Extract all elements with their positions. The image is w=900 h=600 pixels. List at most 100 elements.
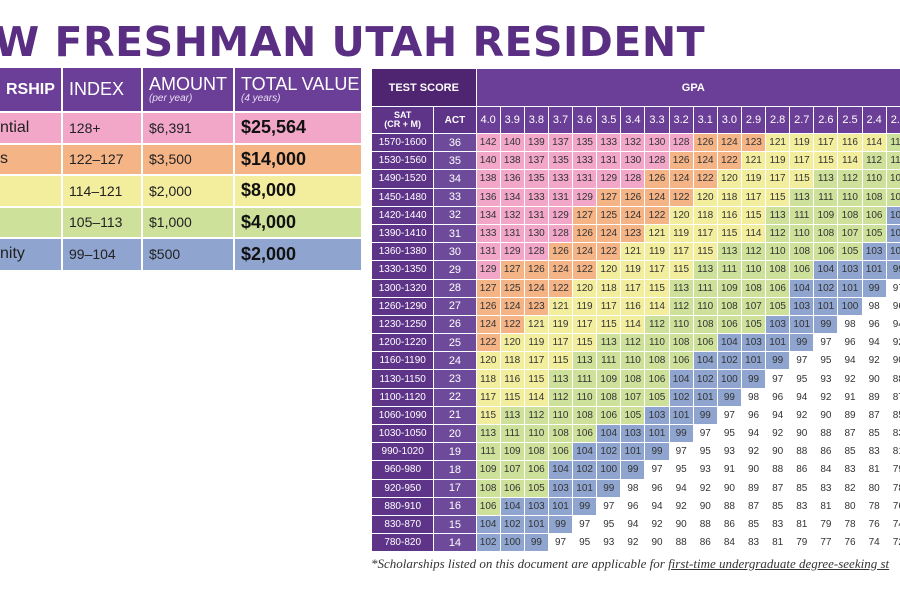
index-cell: 101 bbox=[692, 387, 718, 407]
index-cell: 87 bbox=[861, 405, 887, 426]
index-cell: 87 bbox=[740, 496, 767, 516]
index-cell: 74 bbox=[885, 514, 900, 535]
index-cell: 131 bbox=[475, 242, 501, 262]
index-cell: 92 bbox=[813, 387, 839, 407]
index-cell: 96 bbox=[861, 314, 887, 335]
index-cell: 90 bbox=[789, 423, 815, 444]
index-cell: 122 bbox=[668, 187, 694, 207]
grid-row: 1300-1320 28 127 125 124 122 120 118 117 115 113 11… bbox=[370, 278, 900, 298]
index-cell: 111 bbox=[475, 442, 501, 462]
index-cell: 108 bbox=[644, 351, 670, 371]
index-cell: 118 bbox=[716, 187, 742, 207]
grid-row: 1160-1190 24 120 118 117 115 113 111 110 108 106 10… bbox=[370, 351, 900, 371]
index-cell: 117 bbox=[572, 314, 598, 335]
index-cell: 90 bbox=[716, 478, 742, 498]
index-cell: 103 bbox=[885, 223, 900, 244]
index-cell: 112 bbox=[620, 333, 646, 353]
index-cell: 137 bbox=[547, 132, 574, 153]
index-cell: 79 bbox=[885, 460, 900, 480]
index-cell: 99 bbox=[789, 333, 815, 353]
index-cell: 140 bbox=[475, 151, 501, 171]
index-cell: 124 bbox=[716, 132, 742, 153]
index-cell: 117 bbox=[475, 387, 501, 407]
index-cell: 106 bbox=[789, 260, 815, 280]
index-cell: 102 bbox=[692, 369, 718, 389]
scholarship-row: ntial 128+ $6,391 $25,564 bbox=[0, 111, 363, 144]
index-cell: 112 bbox=[547, 387, 574, 407]
grid-row: 780-820 14 102 100 99 97 95 93 92 90 88 86 84 83 81 79 7… bbox=[370, 533, 900, 553]
index-cell: 89 bbox=[740, 478, 767, 498]
index-cell: 104 bbox=[789, 278, 815, 298]
index-cell: 102 bbox=[475, 533, 501, 553]
grid-row: 1450-1480 33 136 134 133 131 129 127 126 124 122 12… bbox=[370, 187, 900, 207]
scholarship-row: s 122–127 $3,500 $14,000 bbox=[0, 142, 363, 175]
index-cell: 128 bbox=[547, 223, 574, 244]
index-cell: 81 bbox=[885, 442, 900, 462]
index-cell: 102 bbox=[716, 351, 742, 371]
index-cell: 85 bbox=[837, 442, 863, 462]
index-cell: 121 bbox=[523, 314, 549, 335]
index-cell: 106 bbox=[572, 423, 598, 444]
index-cell: 108 bbox=[861, 187, 887, 207]
index-cell: 108 bbox=[692, 314, 718, 335]
act-score: 32 bbox=[433, 205, 477, 225]
index-cell: 99 bbox=[885, 260, 900, 280]
index-cell: 88 bbox=[813, 423, 839, 444]
index-cell: 99 bbox=[740, 369, 767, 389]
index-cell: 83 bbox=[885, 423, 900, 444]
grid-row: 1030-1050 20 113 111 110 108 106 104 103 101 99 97 9… bbox=[370, 423, 900, 444]
amount-header: AMOUNT (per year) bbox=[142, 68, 235, 112]
index-cell: 112 bbox=[837, 169, 863, 189]
index-cell: 115 bbox=[740, 205, 767, 225]
index-cell: 110 bbox=[837, 187, 863, 207]
index-cell: 121 bbox=[620, 242, 646, 262]
index-cell: 131 bbox=[572, 169, 598, 189]
index-cell: 117 bbox=[789, 151, 815, 171]
scholarship-amount: $3,500 bbox=[142, 142, 235, 175]
index-header: INDEX bbox=[62, 68, 143, 112]
index-cell: 106 bbox=[644, 369, 670, 389]
index-cell: 108 bbox=[885, 169, 900, 189]
index-cell: 99 bbox=[523, 533, 549, 553]
index-cell: 100 bbox=[596, 460, 622, 480]
index-cell: 103 bbox=[644, 405, 670, 426]
index-cell: 104 bbox=[668, 369, 694, 389]
index-cell: 123 bbox=[740, 132, 767, 153]
index-cell: 113 bbox=[547, 369, 574, 389]
index-cell: 72 bbox=[885, 533, 900, 553]
index-cell: 98 bbox=[620, 478, 646, 498]
index-cell: 109 bbox=[596, 369, 622, 389]
index-cell: 128 bbox=[668, 132, 694, 153]
index-cell: 102 bbox=[596, 442, 622, 462]
index-cell: 78 bbox=[861, 496, 887, 516]
index-cell: 87 bbox=[885, 387, 900, 407]
scholarship-amount: $6,391 bbox=[142, 111, 235, 144]
index-cell: 110 bbox=[644, 333, 670, 353]
index-cell: 106 bbox=[813, 242, 839, 262]
index-cell: 91 bbox=[837, 387, 863, 407]
index-cell: 112 bbox=[523, 405, 549, 426]
sat-range: 1390-1410 bbox=[370, 223, 435, 244]
index-cell: 97 bbox=[789, 351, 815, 371]
index-cell: 103 bbox=[740, 333, 767, 353]
index-cell: 128 bbox=[523, 242, 549, 262]
index-cell: 135 bbox=[547, 151, 574, 171]
sat-header: SAT (CR + M) bbox=[370, 106, 435, 134]
index-cell: 124 bbox=[668, 169, 694, 189]
index-cell: 98 bbox=[861, 296, 887, 316]
index-cell: 99 bbox=[861, 278, 887, 298]
sat-range: 1360-1380 bbox=[370, 242, 435, 262]
index-cell: 113 bbox=[813, 169, 839, 189]
index-cell: 114 bbox=[523, 387, 549, 407]
index-cell: 89 bbox=[837, 405, 863, 426]
index-cell: 107 bbox=[740, 296, 767, 316]
index-cell: 126 bbox=[547, 242, 574, 262]
grid-row: 1260-1290 27 126 124 123 121 119 117 116 114 112 11… bbox=[370, 296, 900, 316]
index-cell: 120 bbox=[668, 205, 694, 225]
sat-range: 1030-1050 bbox=[370, 423, 435, 444]
index-cell: 96 bbox=[644, 478, 670, 498]
index-cell: 126 bbox=[523, 260, 549, 280]
index-cell: 124 bbox=[475, 314, 501, 335]
index-cell: 111 bbox=[716, 260, 742, 280]
sat-range: 1160-1190 bbox=[370, 351, 435, 371]
